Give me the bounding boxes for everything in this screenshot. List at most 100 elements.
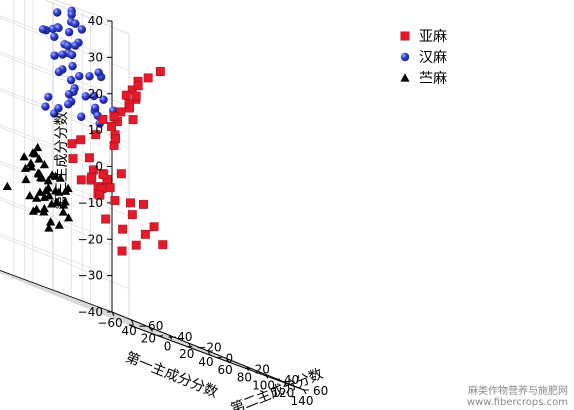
data-point-ramie xyxy=(26,158,36,167)
data-point-ramie xyxy=(58,207,68,216)
watermark-line-2: www.fibercrops.com xyxy=(466,397,568,408)
z-axis-title: 第三主成分分数 xyxy=(53,112,70,210)
data-point-ramie xyxy=(34,154,44,163)
data-point-linen xyxy=(67,139,77,149)
gridline-left-z xyxy=(0,15,113,58)
data-point-hemp xyxy=(85,72,94,81)
y-tick-label: 40 xyxy=(284,373,299,387)
data-point-hemp xyxy=(90,103,100,112)
data-point-ramie xyxy=(20,163,31,172)
gridlines xyxy=(0,0,305,391)
z-tick-label: −10 xyxy=(78,196,103,210)
data-point-hemp xyxy=(50,51,59,60)
data-point-hemp xyxy=(67,10,76,19)
gridline-left-z xyxy=(0,124,113,167)
data-point-linen xyxy=(105,183,115,193)
y-tick-label: 0 xyxy=(226,352,234,366)
data-point-linen xyxy=(110,196,120,206)
data-point-linen xyxy=(117,246,127,256)
data-point-ramie xyxy=(2,181,12,191)
gridline-floor-y xyxy=(82,300,275,380)
x-axis-tick xyxy=(169,335,173,340)
data-point-hemp xyxy=(68,61,77,71)
data-point-ramie xyxy=(43,176,53,185)
data-point-ramie xyxy=(21,174,31,184)
data-point-ramie xyxy=(54,187,64,196)
data-point-hemp xyxy=(41,102,50,111)
legend-marker-2 xyxy=(400,73,410,82)
data-point-hemp xyxy=(81,92,90,101)
data-point-ramie xyxy=(61,186,71,195)
data-point-linen xyxy=(125,103,134,113)
data-point-linen xyxy=(116,107,126,117)
data-point-ramie xyxy=(41,186,51,195)
data-point-linen xyxy=(68,154,78,164)
data-point-linen xyxy=(140,229,150,239)
data-point-linen xyxy=(149,222,159,232)
data-point-ramie xyxy=(33,142,43,152)
data-point-ramie xyxy=(37,173,47,182)
z-tick-label: 0 xyxy=(95,160,103,174)
data-point-hemp xyxy=(53,8,62,17)
data-point-linen xyxy=(143,73,153,83)
data-point-linen xyxy=(121,90,131,100)
data-point-hemp xyxy=(77,25,86,34)
data-point-linen xyxy=(101,214,111,224)
gridline-left-z xyxy=(0,197,113,240)
data-point-hemp xyxy=(77,112,86,121)
data-point-linen xyxy=(118,224,128,234)
x-tick-label: 100 xyxy=(252,378,275,392)
data-point-ramie xyxy=(32,204,42,213)
gridline-floor-y xyxy=(53,290,246,369)
data-point-ramie xyxy=(35,187,45,196)
watermark-line-1: 麻类作物营养与施肥网 xyxy=(468,386,568,397)
data-point-hemp xyxy=(64,100,73,109)
axes xyxy=(0,20,309,395)
z-tick-label: −30 xyxy=(78,269,103,283)
x-tick-label: 60 xyxy=(218,363,233,377)
gridline-back-z xyxy=(0,272,130,326)
data-point-hemp xyxy=(67,50,77,60)
gridline-left-z xyxy=(0,233,113,276)
data-point-hemp xyxy=(58,50,67,59)
data-point-hemp xyxy=(94,68,103,77)
x-tick-label: 40 xyxy=(198,355,213,369)
y-tick-label: 20 xyxy=(255,362,270,376)
data-point-hemp xyxy=(66,75,76,85)
data-point-ramie xyxy=(25,190,35,200)
gridline-back-z xyxy=(0,163,130,217)
data-point-hemp xyxy=(54,104,63,113)
y-tick-label: 60 xyxy=(313,384,328,398)
z-tick-label: −20 xyxy=(78,232,103,246)
data-point-hemp xyxy=(54,23,63,33)
data-point-ramie xyxy=(44,223,54,232)
data-point-linen xyxy=(91,130,101,140)
legend-marker-0 xyxy=(400,31,410,41)
data-point-hemp xyxy=(89,91,99,101)
z-tick-label: 10 xyxy=(88,123,103,137)
floor-left-edge xyxy=(0,269,113,313)
data-point-ramie xyxy=(52,197,62,207)
x-axis-tick xyxy=(111,311,115,317)
z-tick-label: −40 xyxy=(78,305,103,319)
data-point-ramie xyxy=(39,203,49,213)
legend-label-0: 亚麻 xyxy=(419,29,447,45)
data-point-hemp xyxy=(71,19,80,28)
data-point-ramie xyxy=(32,193,42,202)
data-point-hemp xyxy=(64,90,74,99)
legend-marker-1 xyxy=(400,52,410,62)
data-point-linen xyxy=(158,240,168,250)
data-point-linen xyxy=(98,115,108,124)
data-point-hemp xyxy=(50,32,59,41)
x-axis-tick xyxy=(226,358,230,364)
gridline-left-z xyxy=(0,51,113,95)
data-point-ramie xyxy=(34,169,45,178)
data-point-ramie xyxy=(28,148,38,157)
data-point-ramie xyxy=(54,220,64,229)
data-point-linen xyxy=(131,240,141,250)
gridline-back-z xyxy=(44,0,130,35)
z-tick-label: 30 xyxy=(88,50,103,64)
x-axis-tick xyxy=(149,327,153,332)
